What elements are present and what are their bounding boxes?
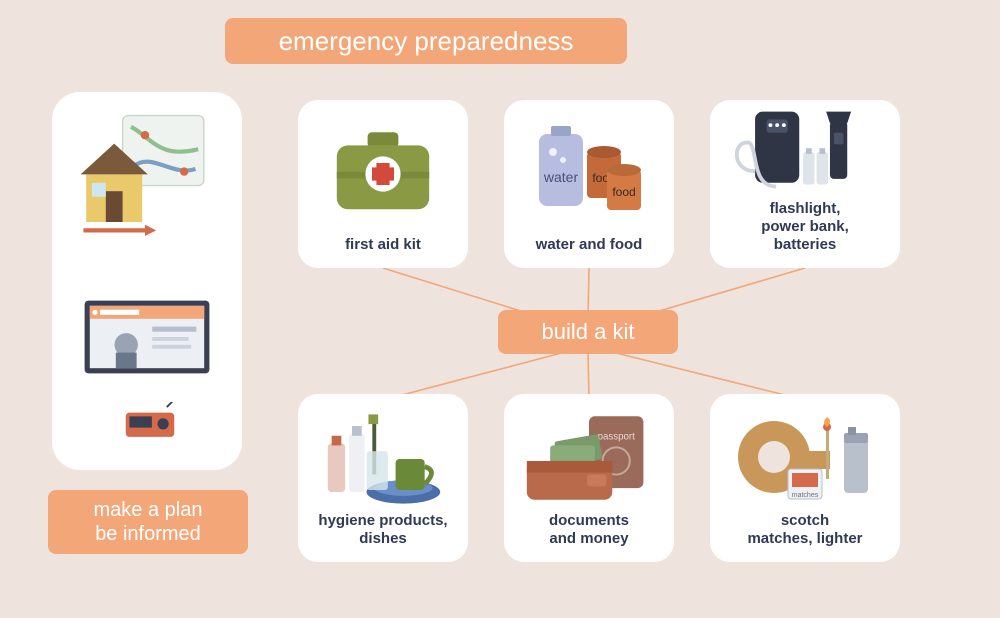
house-map-icon <box>70 110 220 250</box>
svg-text:matches: matches <box>792 492 819 499</box>
first-aid-kit-icon <box>328 129 438 219</box>
card-hygiene: hygiene products,dishes <box>298 394 468 562</box>
svg-text:food: food <box>612 185 635 199</box>
card-scotch: matches scotchmatches, lighter <box>710 394 900 562</box>
card-label: first aid kit <box>345 236 421 254</box>
tv-news-icon <box>82 292 212 382</box>
water-food-icon: water food food <box>529 124 649 224</box>
tape-matches-lighter-icon: matches <box>730 409 880 509</box>
card-flashlight: flashlight,power bank,batteries <box>710 100 900 268</box>
card-label: hygiene products,dishes <box>318 512 447 548</box>
radio-icon <box>122 402 178 442</box>
left-pill-line2: be informed <box>94 522 203 546</box>
center-pill: build a kit <box>498 310 678 354</box>
card-first-aid: first aid kit <box>298 100 468 268</box>
left-pill-line1: make a plan <box>94 498 203 522</box>
svg-text:passport: passport <box>598 432 636 443</box>
left-info-card <box>52 92 242 470</box>
hygiene-dishes-icon <box>320 409 446 509</box>
documents-money-icon: passport <box>521 409 657 509</box>
card-label: documentsand money <box>549 512 629 548</box>
main-title-text: emergency preparedness <box>279 26 574 57</box>
card-label: flashlight,power bank,batteries <box>761 200 849 254</box>
card-documents: passport documentsand money <box>504 394 674 562</box>
infographic-canvas: emergency preparedness <box>0 0 1000 618</box>
card-label: scotchmatches, lighter <box>747 512 862 548</box>
svg-text:water: water <box>543 169 579 185</box>
left-pill: make a plan be informed <box>48 490 248 554</box>
center-pill-text: build a kit <box>542 319 635 345</box>
card-water-food: water food food water and food <box>504 100 674 268</box>
main-title: emergency preparedness <box>225 18 627 64</box>
card-label: water and food <box>536 236 643 254</box>
flashlight-powerbank-icon <box>735 104 875 200</box>
